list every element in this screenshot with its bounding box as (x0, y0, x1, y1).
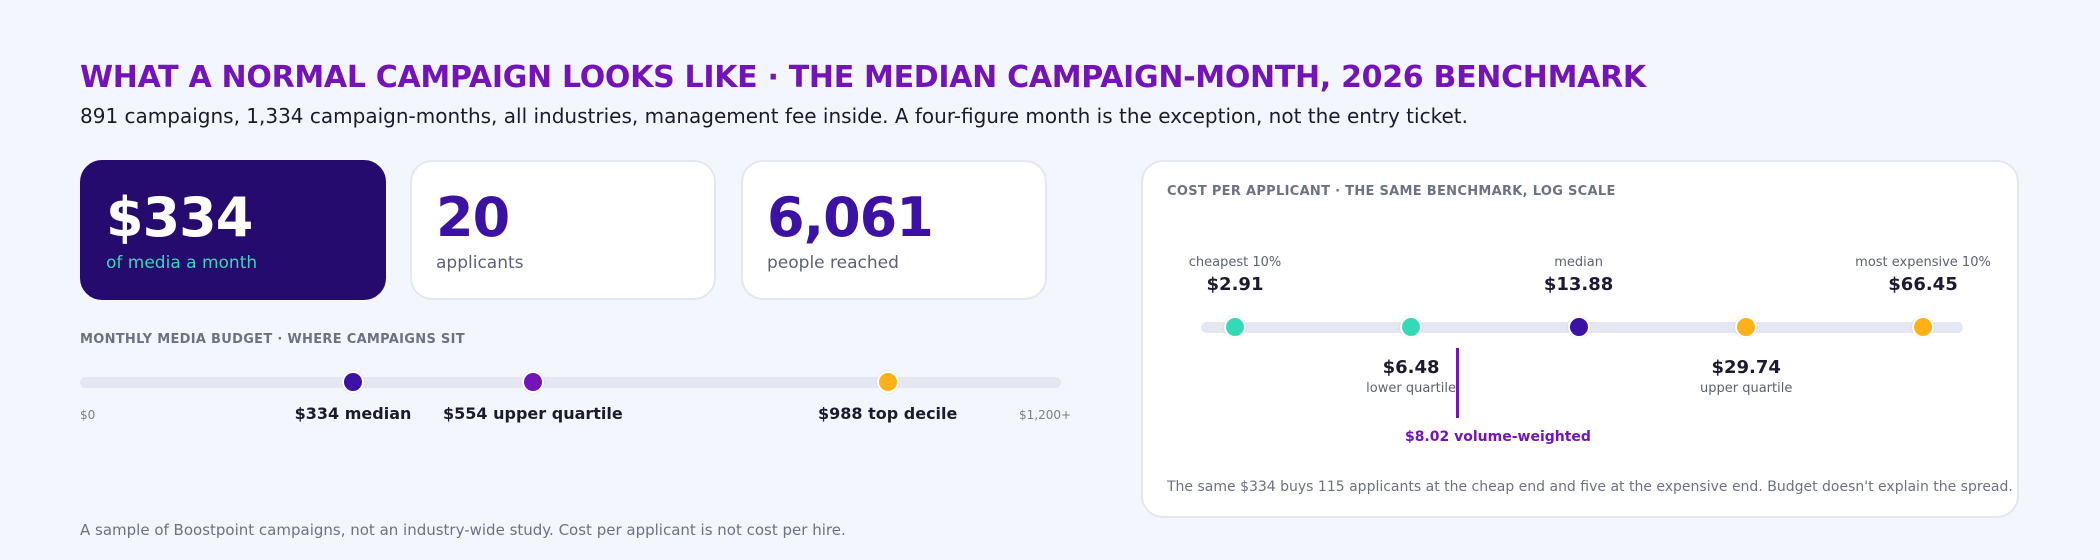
cpa-point-caption: upper quartile (1700, 381, 1793, 396)
cpa-point-value: $6.48 (1382, 357, 1440, 378)
cpa-point (1224, 316, 1246, 338)
page-subtitle: 891 campaigns, 1,334 campaign-months, al… (80, 104, 1468, 128)
budget-chart-title: MONTHLY MEDIA BUDGET · WHERE CAMPAIGNS S… (80, 332, 465, 347)
cpa-point (1400, 316, 1423, 338)
stat-label: applicants (436, 253, 524, 273)
budget-track (80, 377, 1061, 388)
budget-point (342, 371, 365, 393)
stat-card-reach: 6,061 people reached (741, 160, 1047, 300)
cpa-chart-title: COST PER APPLICANT · THE SAME BENCHMARK,… (1167, 184, 1616, 199)
budget-point-label: $554 upper quartile (443, 404, 623, 423)
cpa-point-value: $29.74 (1711, 357, 1781, 378)
stat-card-budget: $334 of media a month (80, 160, 386, 300)
cpa-note: The same $334 buys 115 applicants at the… (1167, 479, 2013, 495)
budget-point-label: $988 top decile (818, 404, 958, 423)
stat-value: $334 (106, 186, 253, 249)
page-title: WHAT A NORMAL CAMPAIGN LOOKS LIKE · THE … (80, 60, 1646, 95)
cpa-point-value: $2.91 (1206, 274, 1264, 295)
cpa-point (1567, 316, 1590, 338)
cpa-point-value: $13.88 (1543, 274, 1614, 295)
budget-point (521, 371, 544, 393)
budget-axis-min-label: $0 (80, 408, 96, 422)
cpa-point-caption: most expensive 10% (1855, 255, 1991, 270)
stat-value: 6,061 (767, 186, 934, 249)
cpa-point-caption: cheapest 10% (1188, 255, 1282, 270)
cpa-point (1912, 316, 1934, 338)
budget-axis-max-label: $1,200+ (1019, 408, 1072, 422)
cpa-point-caption: lower quartile (1366, 381, 1456, 396)
volume-weighted-marker-line (1456, 348, 1460, 418)
stat-label: of media a month (106, 253, 258, 273)
footnote: A sample of Boostpoint campaigns, not an… (80, 521, 846, 539)
budget-point (876, 371, 899, 393)
cpa-point (1735, 316, 1758, 338)
cost-per-applicant-panel: COST PER APPLICANT · THE SAME BENCHMARK,… (1141, 160, 2019, 518)
stat-value: 20 (436, 186, 510, 249)
volume-weighted-marker-label: $8.02 volume-weighted (1404, 429, 1591, 445)
cpa-point-value: $66.45 (1888, 274, 1958, 295)
budget-point-label: $334 median (294, 404, 412, 423)
stat-card-applicants: 20 applicants (410, 160, 716, 300)
cpa-point-caption: median (1554, 255, 1603, 270)
stat-label: people reached (767, 253, 899, 273)
